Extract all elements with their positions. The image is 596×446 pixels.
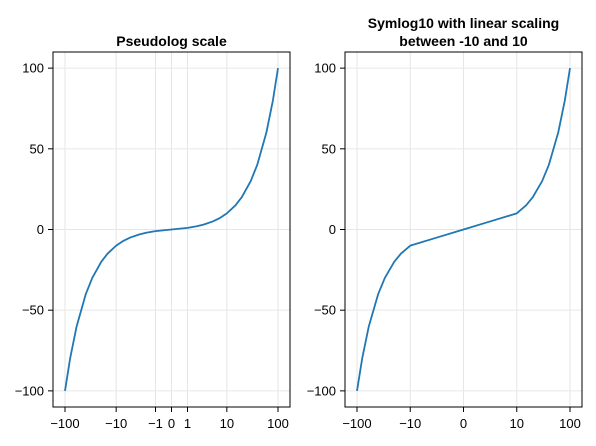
x-tick-label: −10 (105, 416, 127, 431)
y-tick-label: 0 (37, 222, 44, 237)
chart-title: Symlog10 with linear scaling (368, 15, 559, 31)
x-tick-label: 1 (184, 416, 191, 431)
y-tick-label: 100 (314, 61, 336, 76)
x-tick-label: 100 (267, 416, 289, 431)
chart-title: between -10 and 10 (399, 33, 528, 49)
x-tick-label: −100 (342, 416, 371, 431)
x-tick-label: 0 (168, 416, 175, 431)
y-tick-label: 50 (30, 141, 44, 156)
x-tick-label: −10 (399, 416, 421, 431)
y-tick-label: −50 (314, 303, 336, 318)
x-tick-label: 0 (460, 416, 467, 431)
x-tick-label: −100 (50, 416, 79, 431)
y-tick-label: 100 (22, 61, 44, 76)
y-tick-label: −50 (22, 303, 44, 318)
y-tick-label: −100 (15, 383, 44, 398)
x-tick-label: −1 (148, 416, 163, 431)
y-tick-label: −100 (307, 383, 336, 398)
chart-title: Pseudolog scale (116, 33, 227, 49)
x-tick-label: 10 (220, 416, 234, 431)
series-line (356, 67, 571, 392)
x-tick-label: 100 (559, 416, 581, 431)
series-line (64, 67, 279, 392)
y-tick-label: 50 (322, 141, 336, 156)
x-tick-label: 10 (510, 416, 524, 431)
y-tick-label: 0 (329, 222, 336, 237)
